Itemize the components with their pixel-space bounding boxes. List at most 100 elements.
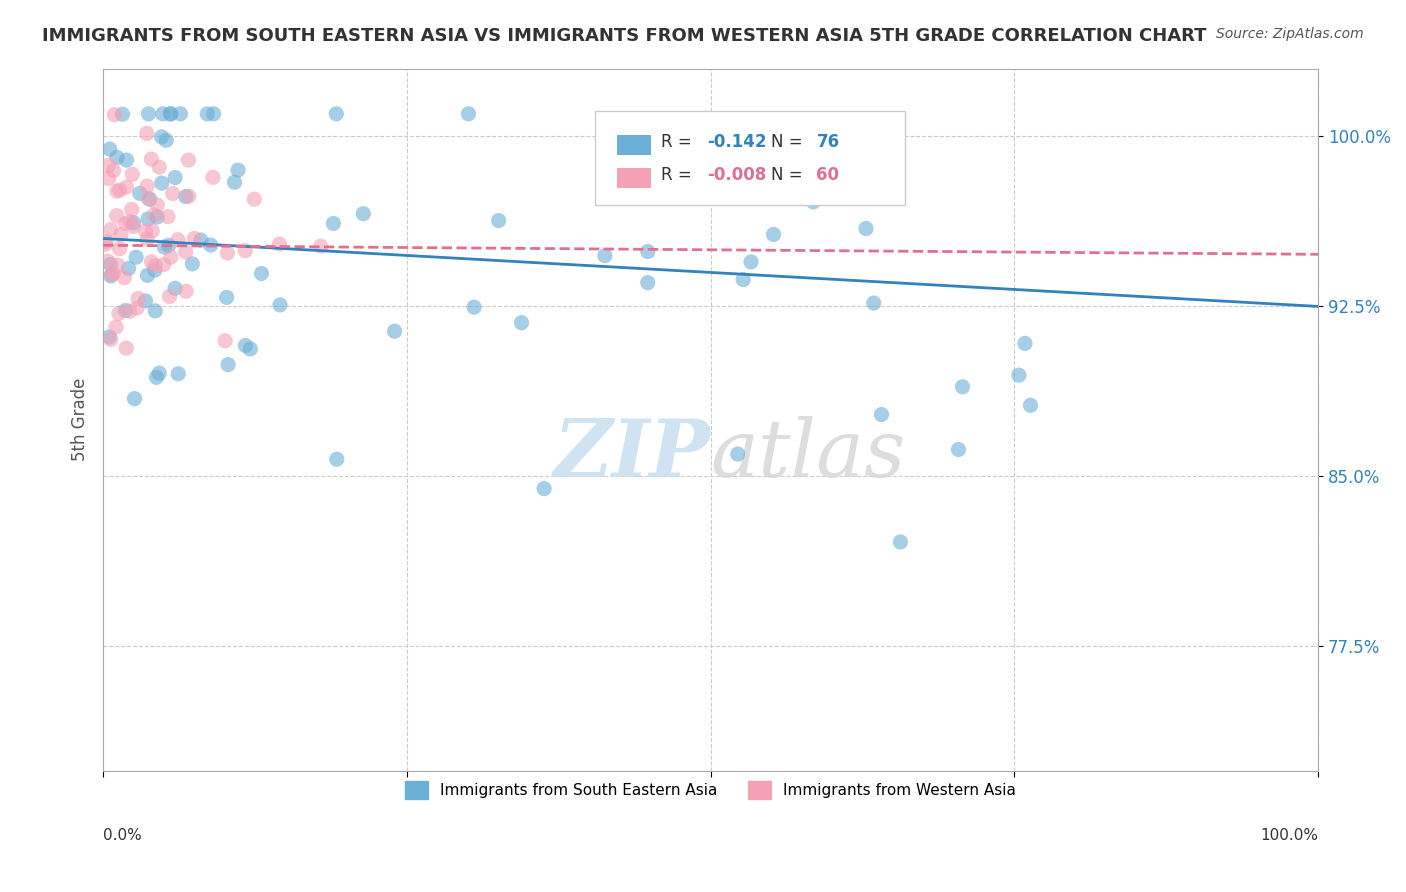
Point [165, 170, 187, 185]
Point [136, 268, 159, 283]
Point [855, 221, 877, 235]
Point [141, 224, 163, 238]
Point [122, 216, 145, 230]
Point [384, 324, 406, 338]
Point [125, 301, 148, 315]
Text: 100.0%: 100.0% [1260, 828, 1319, 843]
Point [98, 142, 121, 156]
Point [157, 210, 180, 224]
Point [167, 233, 190, 247]
Point [100, 332, 122, 346]
Point [98, 330, 121, 344]
Point [148, 160, 170, 174]
Point [593, 249, 616, 263]
Point [948, 442, 970, 457]
Point [243, 192, 266, 206]
Point [174, 284, 197, 298]
Point [100, 267, 122, 281]
Point [239, 342, 262, 356]
Point [224, 175, 246, 189]
Point [153, 240, 176, 254]
Point [309, 239, 332, 253]
FancyBboxPatch shape [617, 169, 651, 188]
Point [217, 358, 239, 372]
Point [167, 367, 190, 381]
Point [322, 217, 344, 231]
Text: R =: R = [661, 166, 697, 185]
Point [97, 158, 120, 172]
Point [215, 290, 238, 304]
Point [190, 233, 212, 247]
Point [136, 191, 159, 205]
Point [103, 163, 125, 178]
Point [533, 482, 555, 496]
Point [870, 408, 893, 422]
Point [103, 267, 125, 281]
Point [135, 127, 157, 141]
Point [181, 257, 204, 271]
Point [174, 189, 197, 203]
Text: N =: N = [772, 133, 808, 152]
Point [952, 380, 974, 394]
Point [733, 272, 755, 286]
Point [862, 296, 884, 310]
Point [110, 227, 132, 242]
Text: R =: R = [661, 133, 697, 152]
FancyBboxPatch shape [595, 111, 905, 205]
Point [488, 213, 510, 227]
Point [115, 341, 138, 355]
Point [100, 268, 122, 283]
Point [889, 535, 911, 549]
Point [510, 316, 533, 330]
Point [250, 267, 273, 281]
Point [143, 259, 166, 273]
Point [325, 107, 347, 121]
Point [105, 150, 128, 164]
Point [200, 238, 222, 252]
Point [97, 254, 120, 268]
Point [1014, 336, 1036, 351]
Point [152, 107, 174, 121]
Point [111, 107, 134, 121]
Point [269, 237, 291, 252]
Point [762, 227, 785, 242]
Point [108, 183, 131, 197]
Point [177, 189, 200, 203]
Legend: Immigrants from South Eastern Asia, Immigrants from Western Asia: Immigrants from South Eastern Asia, Immi… [399, 774, 1022, 805]
Point [145, 370, 167, 384]
Point [136, 232, 159, 246]
Point [118, 215, 141, 229]
Point [159, 107, 181, 121]
Point [105, 209, 128, 223]
Point [214, 334, 236, 348]
Point [183, 231, 205, 245]
Point [121, 202, 143, 217]
Point [177, 153, 200, 167]
Point [174, 244, 197, 259]
Point [146, 198, 169, 212]
Point [1008, 368, 1031, 383]
Point [463, 300, 485, 314]
Y-axis label: 5th Grade: 5th Grade [72, 378, 89, 461]
Point [217, 246, 239, 260]
Point [150, 176, 173, 190]
Point [138, 107, 160, 121]
Point [96, 235, 118, 249]
Text: 76: 76 [817, 133, 839, 152]
Point [727, 447, 749, 461]
Text: 0.0%: 0.0% [103, 828, 142, 843]
Text: -0.142: -0.142 [707, 133, 766, 152]
Point [112, 270, 135, 285]
Point [159, 107, 181, 121]
Point [352, 207, 374, 221]
Point [136, 211, 159, 226]
Point [1019, 398, 1042, 412]
Point [115, 180, 138, 194]
Point [801, 194, 824, 209]
Point [128, 186, 150, 201]
Point [143, 263, 166, 277]
Point [118, 304, 141, 318]
Point [114, 303, 136, 318]
Point [195, 107, 218, 121]
Point [162, 186, 184, 201]
